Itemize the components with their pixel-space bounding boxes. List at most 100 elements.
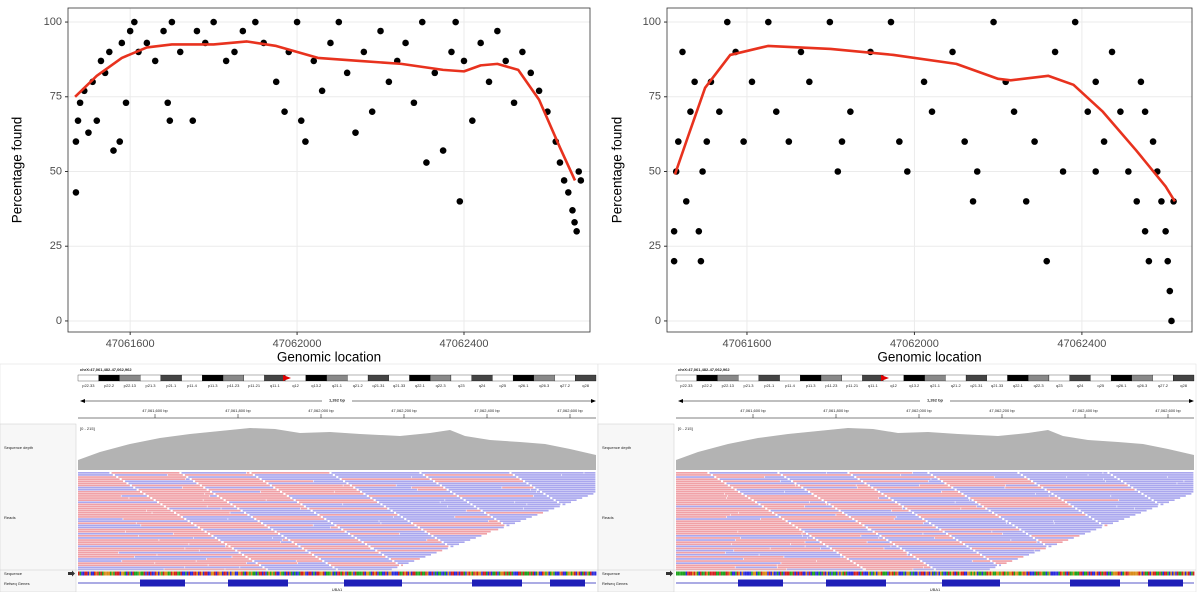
read (78, 546, 225, 548)
cytoband-label: q24 (479, 383, 486, 388)
plot-background (667, 8, 1192, 332)
data-point (573, 228, 580, 235)
read (918, 514, 996, 516)
base (1065, 572, 1067, 576)
exon (550, 580, 585, 587)
base (78, 572, 80, 576)
page: 0255075100470616004706200047062400Genomi… (0, 0, 1198, 592)
base (1010, 572, 1012, 576)
read (933, 474, 1021, 476)
data-point (699, 168, 706, 175)
cytoband-label: p11.4 (187, 383, 197, 388)
base (975, 572, 977, 576)
base (262, 572, 264, 576)
data-point (294, 19, 301, 26)
base (810, 572, 812, 576)
read (272, 485, 343, 487)
base (307, 572, 309, 576)
read (263, 522, 331, 524)
read (280, 533, 348, 535)
cytoband-label: q21.2 (951, 383, 962, 388)
base (956, 572, 958, 576)
read (135, 556, 232, 558)
cytoband (306, 375, 327, 381)
cytoband-label: p11.23 (825, 383, 838, 388)
span-label: 1,262 bp (329, 398, 346, 403)
base (200, 572, 202, 576)
read (726, 552, 837, 554)
read (115, 474, 167, 476)
read (210, 533, 278, 535)
read (957, 489, 1045, 491)
base (898, 572, 900, 576)
read (435, 480, 523, 482)
read (78, 497, 129, 499)
read (808, 537, 813, 539)
ruler-label: 47,062,600 bp (1155, 408, 1181, 413)
base (504, 572, 506, 576)
cytoband-label: q11.1 (270, 383, 280, 388)
base (946, 572, 948, 576)
read (884, 548, 900, 550)
read (237, 550, 305, 552)
read (676, 478, 718, 480)
read (152, 512, 174, 514)
base (275, 572, 277, 576)
data-point (361, 49, 368, 56)
base (515, 572, 517, 576)
base (938, 572, 940, 576)
base (224, 572, 226, 576)
data-point (671, 258, 678, 265)
cytoband (368, 375, 389, 381)
base (320, 572, 322, 576)
base (382, 572, 384, 576)
read (725, 493, 742, 495)
base (678, 572, 680, 576)
read (995, 476, 1025, 478)
read (926, 562, 994, 564)
base (935, 572, 937, 576)
read (376, 499, 445, 501)
base (1178, 572, 1180, 576)
base (892, 572, 894, 576)
base (1129, 572, 1131, 576)
read (676, 550, 733, 552)
read (205, 493, 213, 495)
read (1042, 541, 1063, 543)
base (822, 572, 824, 576)
cytoband-label: q22.3 (1034, 383, 1045, 388)
read (850, 472, 913, 474)
read (783, 474, 851, 476)
base (371, 572, 373, 576)
read (552, 497, 582, 499)
read (676, 504, 758, 506)
base (232, 572, 234, 576)
data-point (1043, 258, 1050, 265)
cytoband (223, 375, 244, 381)
read (393, 510, 466, 512)
read (676, 501, 755, 503)
data-point (477, 40, 484, 47)
read (389, 508, 477, 510)
base (108, 572, 110, 576)
base (1170, 572, 1172, 576)
base (718, 572, 720, 576)
read (800, 485, 856, 487)
base (945, 572, 947, 576)
base (1108, 572, 1110, 576)
data-point (974, 168, 981, 175)
depth-range: [0 - 215] (678, 426, 693, 431)
read (379, 520, 407, 522)
base (574, 572, 576, 576)
read (340, 527, 418, 529)
read (155, 562, 246, 564)
base (700, 572, 702, 576)
base (986, 572, 988, 576)
data-point (106, 49, 113, 56)
read (1104, 478, 1118, 480)
read (200, 527, 268, 529)
base (974, 572, 976, 576)
base (592, 572, 594, 576)
read (412, 487, 444, 489)
data-point (696, 228, 703, 235)
